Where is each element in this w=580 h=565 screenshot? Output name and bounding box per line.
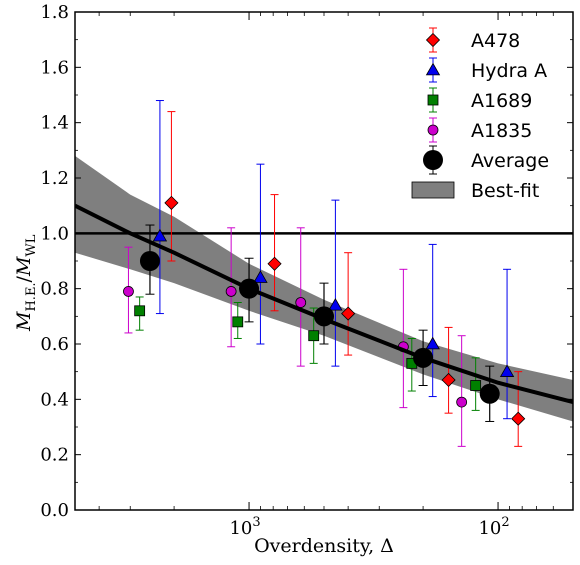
data-point (123, 246, 134, 334)
data-point (232, 302, 244, 339)
axes: 0.0 0.2 0.4 0.6 0.8 1.0 1.2 1.4 1.6 1.8 103 102 Over… (13, 2, 573, 557)
data-point (308, 307, 320, 364)
x-tick-label: 102 (478, 515, 509, 539)
big-circle-marker (479, 383, 500, 404)
y-axis-label: MH.E./MWL (13, 234, 39, 332)
data-point (456, 335, 468, 447)
data-point (511, 371, 526, 447)
diamond-marker (441, 372, 456, 388)
best-fit-line (75, 203, 573, 405)
y-tick-label: 0.2 (40, 445, 69, 466)
y-tick-label: 1.8 (40, 2, 69, 23)
diamond-marker (267, 256, 282, 271)
square-marker (134, 305, 146, 317)
square-marker (470, 380, 482, 391)
triangle-marker (499, 364, 515, 377)
legend-label: A1689 (471, 90, 532, 112)
data-point (499, 268, 515, 420)
diamond-marker (164, 195, 179, 210)
square-marker (232, 316, 244, 328)
y-tick-label: 0.4 (40, 389, 69, 410)
y-tick-label: 1.2 (40, 168, 69, 189)
data-point (479, 365, 500, 422)
series-a1689 (134, 296, 482, 411)
plot-area (75, 100, 573, 447)
circle-marker (295, 297, 307, 308)
circle-marker (427, 124, 439, 136)
diamond-marker (511, 411, 526, 426)
data-point (225, 227, 237, 348)
legend-entry: A478 (425, 27, 520, 53)
data-point (425, 243, 440, 398)
data-point (470, 357, 482, 411)
data-point (253, 163, 268, 345)
triangle-marker (253, 270, 268, 283)
series-hydra-a (152, 100, 515, 420)
legend-entry: Hydra A (425, 57, 547, 83)
data-point (267, 194, 282, 312)
x-tick-label: 103 (229, 515, 260, 539)
diamond-marker (425, 32, 441, 48)
square-marker (427, 94, 439, 106)
legend-label: A1835 (471, 120, 532, 142)
legend-label: A478 (471, 30, 520, 52)
y-tick-label: 1.4 (40, 113, 69, 134)
legend: A478 Hydra A A1689 A1835 Average Best-fit (411, 27, 549, 202)
y-tick-label: 0.0 (40, 500, 69, 521)
data-point (341, 252, 356, 356)
data-point (441, 326, 456, 414)
big-circle-marker (139, 251, 160, 271)
legend-entry: Best-fit (411, 180, 539, 202)
square-marker (308, 330, 320, 342)
triangle-marker (425, 336, 440, 350)
data-point (139, 224, 160, 295)
x-axis-label: Overdensity, Δ (254, 535, 394, 557)
triangle-marker (152, 228, 168, 242)
legend-label: Average (471, 150, 549, 172)
triangle-marker (328, 297, 343, 311)
data-point (152, 100, 168, 315)
triangle-marker (425, 62, 441, 76)
circle-marker (456, 396, 468, 408)
diamond-marker (341, 306, 356, 321)
legend-entry: Average (423, 145, 549, 175)
y-tick-label: 1.6 (40, 57, 69, 78)
data-point (295, 227, 307, 367)
y-tick-label: 0.6 (40, 334, 69, 355)
data-point (164, 111, 179, 262)
data-point (134, 296, 146, 331)
legend-entry: A1835 (427, 117, 532, 143)
legend-entry: A1689 (427, 87, 532, 113)
y-tick-label: 1.0 (40, 223, 69, 244)
legend-label: Hydra A (471, 60, 547, 82)
big-circle-marker (423, 150, 443, 170)
legend-swatch (411, 181, 455, 199)
series-a478 (164, 111, 526, 447)
circle-marker (225, 286, 237, 297)
data-point (328, 199, 343, 367)
circle-marker (123, 286, 134, 297)
y-tick-label: 0.8 (40, 279, 69, 300)
legend-label: Best-fit (471, 180, 539, 202)
